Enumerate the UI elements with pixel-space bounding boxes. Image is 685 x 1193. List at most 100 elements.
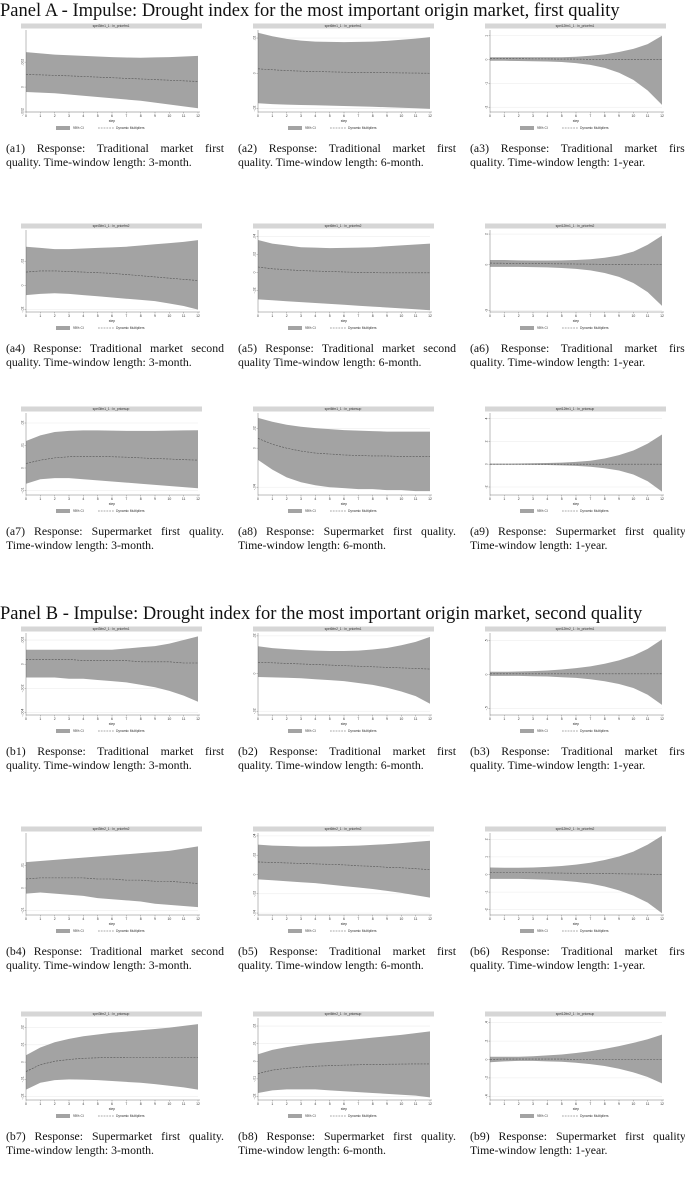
x-tick-label: 9 <box>154 1102 156 1106</box>
x-tick-label: 5 <box>329 717 331 721</box>
ci-band <box>490 434 662 492</box>
legend-ci-label: 95% CI <box>305 929 316 933</box>
x-tick-label: 10 <box>399 314 403 318</box>
y-tick-label: 0 <box>253 271 257 273</box>
chart-title: spei12fm1_1 : ln_pricesup <box>556 407 595 411</box>
x-tick-label: 12 <box>196 114 200 118</box>
x-tick-label: 8 <box>140 497 142 501</box>
x-tick-label: 7 <box>125 717 127 721</box>
x-tick-label: 9 <box>618 717 620 721</box>
x-tick-label: 0 <box>25 917 27 921</box>
x-tick-label: 6 <box>343 717 345 721</box>
chart-title: spei3fm1_1 : ln_pricefm2 <box>93 224 130 228</box>
legend-line-label: Dynamic Multipliers <box>580 326 609 330</box>
x-tick-label: 10 <box>631 1102 635 1106</box>
y-tick-label: -.002 <box>21 684 25 692</box>
x-tick-label: 3 <box>532 717 534 721</box>
x-tick-label: 4 <box>314 314 316 318</box>
x-tick-label: 7 <box>589 717 591 721</box>
x-tick-label: 6 <box>343 497 345 501</box>
x-tick-label: 6 <box>111 314 113 318</box>
x-tick-label: 5 <box>97 314 99 318</box>
x-tick-label: 8 <box>604 314 606 318</box>
x-tick-label: 12 <box>660 717 664 721</box>
legend-ci-swatch <box>288 1114 302 1118</box>
y-tick-label: -.5 <box>485 706 489 710</box>
x-tick-label: 7 <box>357 917 359 921</box>
y-tick-label: 0 <box>485 463 489 465</box>
y-tick-label: -2 <box>485 485 489 488</box>
x-axis-label: step <box>341 922 348 926</box>
x-tick-label: 12 <box>428 1102 432 1106</box>
x-tick-label: 0 <box>489 917 491 921</box>
x-tick-label: 6 <box>575 114 577 118</box>
legend-ci-label: 95% CI <box>73 326 84 330</box>
ci-band <box>258 636 430 704</box>
y-tick-label: .5 <box>485 639 489 642</box>
caption-b7: (b7) Response: Supermarket first quality… <box>6 1129 224 1157</box>
x-tick-label: 8 <box>372 717 374 721</box>
x-tick-label: 2 <box>286 1102 288 1106</box>
chart-title: spei6fm2_1 : ln_pricefm1 <box>325 627 362 631</box>
y-tick-label: -.004 <box>21 709 25 717</box>
y-tick-label: .2 <box>485 1040 489 1043</box>
caption-a4: (a4) Response: Traditional market second… <box>6 341 224 369</box>
x-axis-label: step <box>573 922 580 926</box>
x-tick-label: 1 <box>271 917 273 921</box>
x-tick-label: 6 <box>111 717 113 721</box>
subfigure-a9: spei12fm1_1 : ln_pricesup -2 0 2 4 0 1 2 3 4 5 6 7 8 9… <box>470 405 685 552</box>
legend-line-label: Dynamic Multipliers <box>580 509 609 513</box>
y-tick-label: -.01 <box>253 1076 257 1082</box>
chart-title: spei3fm2_1 : ln_pricefm2 <box>93 827 130 831</box>
x-axis-label: step <box>573 502 580 506</box>
x-tick-label: 9 <box>154 497 156 501</box>
x-tick-label: 12 <box>428 314 432 318</box>
chart-title-strip <box>21 1011 202 1017</box>
y-tick-label: 0 <box>485 1058 489 1060</box>
y-tick-label: -.02 <box>253 708 257 714</box>
chart-title-strip <box>485 1011 666 1017</box>
x-tick-label: 4 <box>82 114 84 118</box>
dynamic-multiplier-line <box>257 438 430 457</box>
chart-a2: spei6fm1_1 : ln_pricefm1-.020.020 1 2 3 4 5 6 7… <box>253 23 434 130</box>
x-tick-label: 3 <box>68 917 70 921</box>
chart-title: spei12fm2_1 : ln_pricesup <box>556 1012 595 1016</box>
x-axis-label: step <box>109 319 116 323</box>
y-tick-label: 1 <box>485 856 489 858</box>
y-tick-label: -.01 <box>21 487 25 493</box>
x-tick-label: 8 <box>140 1102 142 1106</box>
x-tick-label: 1 <box>39 717 41 721</box>
x-tick-label: 3 <box>532 1102 534 1106</box>
x-axis-label: step <box>573 722 580 726</box>
y-tick-label: .02 <box>21 1025 25 1030</box>
y-tick-label: 0 <box>485 264 489 266</box>
x-axis-label: step <box>109 1107 116 1111</box>
legend-ci-label: 95% CI <box>73 929 84 933</box>
x-tick-label: 11 <box>182 1102 186 1106</box>
x-tick-label: 5 <box>561 497 563 501</box>
chart-b8: spei6fm2_1 : ln_pricesup -.02 -.01 0 .01 .02 0… <box>253 1011 434 1118</box>
chart-a8: spei6fm1_1 : ln_pricesup-.040.020 1 2 3 4 5 6 7… <box>253 406 434 513</box>
x-tick-label: 2 <box>54 314 56 318</box>
x-tick-label: 1 <box>271 497 273 501</box>
y-tick-label: 0 <box>21 284 25 286</box>
legend-line-label: Dynamic Multipliers <box>116 929 145 933</box>
y-tick-label: -.01 <box>21 907 25 913</box>
legend-ci-swatch <box>520 1114 534 1118</box>
y-tick-label: 0 <box>21 887 25 889</box>
x-tick-label: 9 <box>386 717 388 721</box>
chart-title: spei6fm2_1 : ln_pricesup <box>325 1012 362 1016</box>
ci-band <box>258 1031 430 1098</box>
legend-ci-label: 95% CI <box>537 729 548 733</box>
x-tick-label: 7 <box>125 497 127 501</box>
x-tick-label: 4 <box>82 917 84 921</box>
chart-title-strip <box>485 626 666 632</box>
y-tick-label: -.02 <box>21 307 25 313</box>
y-tick-label: -.2 <box>485 1076 489 1080</box>
ci-band <box>490 235 662 306</box>
y-tick-label: -.04 <box>253 484 257 490</box>
y-tick-label: -.02 <box>21 1094 25 1100</box>
x-tick-label: 4 <box>314 717 316 721</box>
chart-title: spei12fm2_1 : ln_pricefm1 <box>556 627 595 631</box>
